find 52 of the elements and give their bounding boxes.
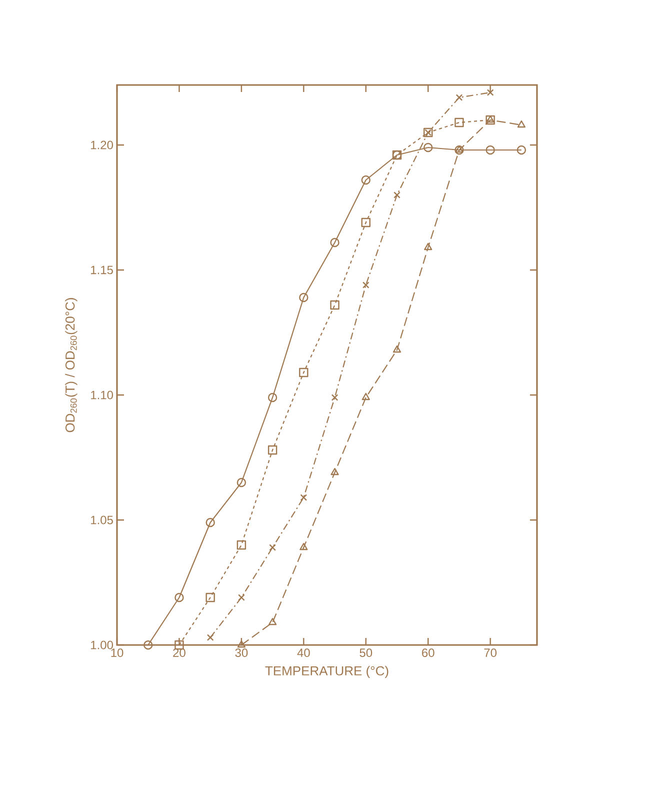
y-tick-label: 1.00 (91, 640, 113, 650)
point (206, 634, 214, 641)
point (454, 118, 464, 128)
point (300, 494, 308, 501)
x-tick-label: 50 (360, 648, 372, 658)
x-tick-label: 60 (422, 648, 434, 658)
point (300, 542, 308, 550)
point (330, 300, 340, 310)
point (269, 544, 276, 551)
point (486, 145, 495, 155)
point (516, 145, 526, 155)
point (394, 192, 400, 198)
point (236, 478, 246, 488)
point (144, 640, 153, 650)
point (299, 292, 308, 302)
point (454, 145, 464, 155)
point (361, 175, 370, 185)
point (238, 594, 245, 601)
point (330, 238, 340, 248)
point (424, 242, 432, 250)
y-tick-label: 1.05 (91, 516, 113, 524)
x-tick-label: 30 (235, 648, 248, 658)
point (486, 115, 495, 125)
y-tick-label: 1.10 (91, 390, 113, 400)
point (486, 89, 494, 96)
point (486, 115, 494, 123)
point (206, 592, 215, 602)
point (424, 142, 433, 152)
point (330, 468, 339, 476)
point (456, 94, 463, 101)
point (362, 392, 370, 400)
point (268, 445, 278, 455)
x-axis-title: TEMPERATURE (°C) (265, 666, 388, 678)
point (331, 394, 338, 401)
point (299, 368, 308, 378)
point (206, 518, 215, 528)
point (362, 282, 370, 288)
y-axis-title: OD$_{260}$(T) / OD$_{260}$(20°C) (65, 298, 78, 432)
x-tick-label: 40 (297, 648, 310, 658)
y-tick-label: 1.20 (91, 140, 113, 150)
point (268, 618, 277, 626)
x-tick-label: 10 (111, 648, 124, 658)
point (174, 592, 184, 602)
point (268, 392, 278, 402)
y-tick-label: 1.15 (91, 266, 113, 274)
point (236, 540, 246, 550)
point (392, 345, 402, 353)
x-tick-label: 70 (484, 648, 497, 658)
point (361, 218, 370, 228)
point (455, 145, 464, 153)
point (517, 120, 526, 128)
point (237, 640, 246, 648)
